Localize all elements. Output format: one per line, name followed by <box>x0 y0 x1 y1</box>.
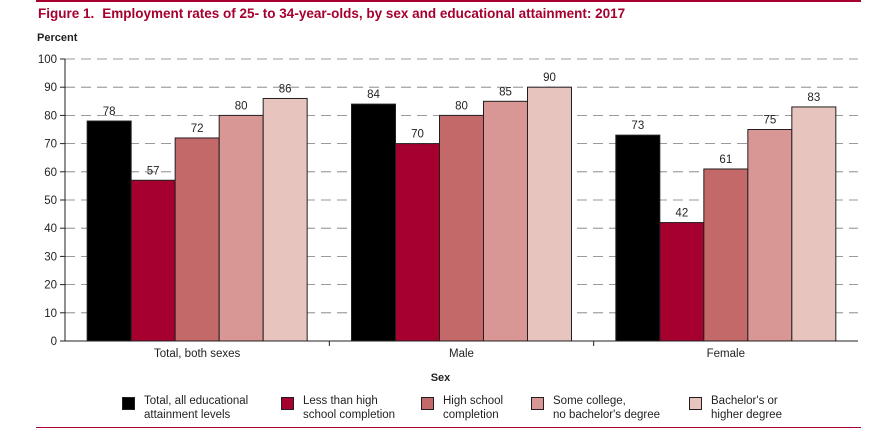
bar-value-label: 61 <box>719 154 732 166</box>
bar <box>218 114 264 342</box>
bar-value-label: 73 <box>631 120 644 132</box>
bar <box>262 97 308 342</box>
legend-label: High school completion <box>443 395 504 421</box>
y-tick-label: 0 <box>51 336 57 348</box>
bar <box>130 179 176 342</box>
top-rule <box>36 0 861 2</box>
bar-value-label: 70 <box>411 129 424 141</box>
y-tick-label: 90 <box>44 82 57 94</box>
legend-label: Total, all educational attainment levels <box>144 395 249 421</box>
y-tick-label: 100 <box>38 54 57 66</box>
bar <box>527 86 572 342</box>
bar <box>703 168 749 342</box>
legend-item: Less than high school completion <box>281 395 395 422</box>
y-tick-label: 60 <box>44 167 57 179</box>
bar <box>483 100 528 342</box>
bar-value-label: 42 <box>675 208 688 220</box>
bar <box>615 134 661 342</box>
bar <box>351 103 396 342</box>
x-tick-label: Total, both sexes <box>154 348 241 360</box>
legend: Total, all educational attainment levels… <box>0 395 881 425</box>
bar-value-label: 86 <box>279 83 292 95</box>
legend-item: Some college, no bachelor's degree <box>531 395 660 422</box>
bar-value-label: 75 <box>763 115 776 127</box>
bar-value-label: 72 <box>191 123 204 135</box>
legend-label: Bachelor's or higher degree <box>711 395 782 421</box>
legend-item: Bachelor's or higher degree <box>689 395 782 422</box>
x-tick-label: Female <box>707 348 745 360</box>
y-tick-label: 10 <box>44 308 57 320</box>
legend-swatch <box>281 397 294 410</box>
x-tick-label: Male <box>449 348 474 360</box>
bar <box>86 120 132 342</box>
bar-value-label: 78 <box>103 106 116 118</box>
legend-swatch <box>689 397 702 410</box>
bar <box>174 137 220 342</box>
bar-value-label: 85 <box>499 86 512 98</box>
legend-swatch <box>421 397 434 410</box>
bar-value-label: 80 <box>235 100 248 112</box>
legend-label: Some college, no bachelor's degree <box>553 395 661 421</box>
y-tick-label: 50 <box>44 195 57 207</box>
legend-label: Less than high school completion <box>303 395 396 421</box>
legend-item: Total, all educational attainment levels <box>122 395 248 422</box>
legend-item: High school completion <box>421 395 503 422</box>
y-tick-label: 80 <box>44 110 57 122</box>
legend-swatch <box>122 397 135 410</box>
bar <box>395 143 440 342</box>
y-tick-label: 40 <box>44 223 57 235</box>
figure-title: Figure 1. Employment rates of 25- to 34-y… <box>38 6 633 21</box>
bar-value-label: 57 <box>147 165 160 177</box>
y-tick-label: 30 <box>44 251 57 263</box>
bar-value-label: 83 <box>807 92 820 104</box>
figure-label: Figure 1. <box>38 6 95 21</box>
y-axis-label: Percent <box>37 32 78 44</box>
legend-swatch <box>531 397 544 410</box>
bar <box>747 129 793 342</box>
y-tick-label: 70 <box>44 139 57 151</box>
bar <box>659 222 705 342</box>
figure-title-text: Employment rates of 25- to 34-year-olds,… <box>102 6 626 21</box>
bar <box>791 106 837 342</box>
bar-value-label: 80 <box>455 100 468 112</box>
x-axis-title: Sex <box>430 372 451 384</box>
bottom-rule <box>36 427 861 428</box>
bar-value-label: 84 <box>367 89 380 101</box>
y-tick-label: 20 <box>44 280 57 292</box>
bar <box>439 114 484 342</box>
bar-value-label: 90 <box>543 72 556 84</box>
